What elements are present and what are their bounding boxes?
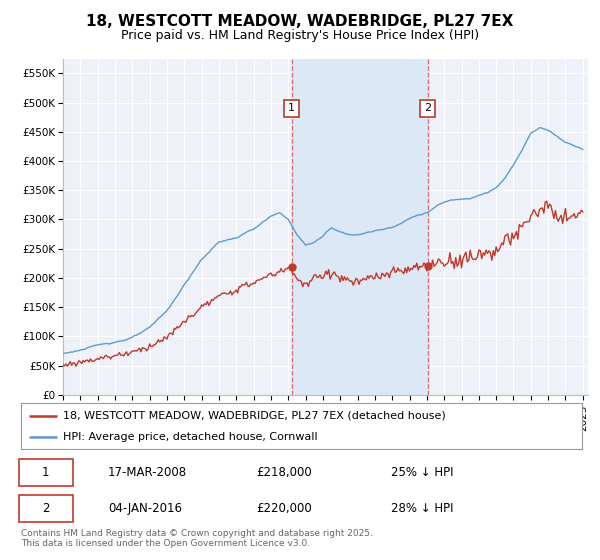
Text: 1: 1 xyxy=(42,466,49,479)
Text: Contains HM Land Registry data © Crown copyright and database right 2025.
This d: Contains HM Land Registry data © Crown c… xyxy=(21,529,373,548)
Text: 25% ↓ HPI: 25% ↓ HPI xyxy=(391,466,454,479)
Text: 04-JAN-2016: 04-JAN-2016 xyxy=(108,502,182,515)
Text: 2: 2 xyxy=(424,104,431,114)
Text: 2: 2 xyxy=(42,502,49,515)
Text: 18, WESTCOTT MEADOW, WADEBRIDGE, PL27 7EX (detached house): 18, WESTCOTT MEADOW, WADEBRIDGE, PL27 7E… xyxy=(63,410,446,421)
Text: HPI: Average price, detached house, Cornwall: HPI: Average price, detached house, Corn… xyxy=(63,432,318,442)
Text: 28% ↓ HPI: 28% ↓ HPI xyxy=(391,502,454,515)
Text: £220,000: £220,000 xyxy=(257,502,313,515)
Text: 17-MAR-2008: 17-MAR-2008 xyxy=(108,466,187,479)
Text: 1: 1 xyxy=(288,104,295,114)
FancyBboxPatch shape xyxy=(19,459,73,486)
Text: £218,000: £218,000 xyxy=(257,466,313,479)
FancyBboxPatch shape xyxy=(19,495,73,522)
Text: 18, WESTCOTT MEADOW, WADEBRIDGE, PL27 7EX: 18, WESTCOTT MEADOW, WADEBRIDGE, PL27 7E… xyxy=(86,14,514,29)
Text: Price paid vs. HM Land Registry's House Price Index (HPI): Price paid vs. HM Land Registry's House … xyxy=(121,29,479,42)
Bar xyxy=(292,59,428,395)
